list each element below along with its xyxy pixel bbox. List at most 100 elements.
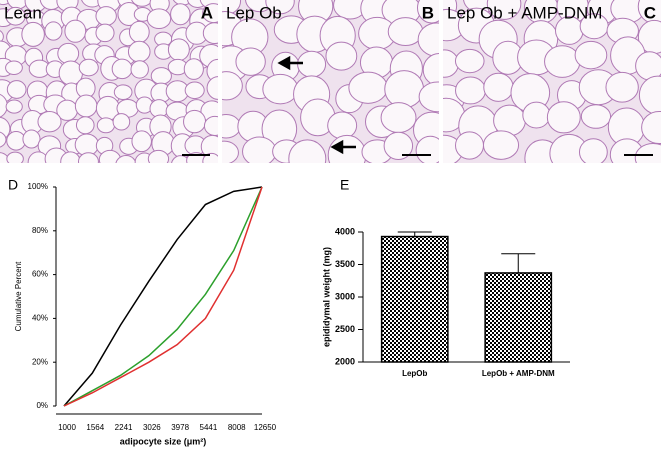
adipocyte xyxy=(6,151,24,163)
y-tick-label: 3000 xyxy=(335,291,355,301)
adipocyte xyxy=(422,53,439,87)
adipocyte xyxy=(222,71,243,101)
adipocyte xyxy=(128,20,150,44)
x-tick-label: 8008 xyxy=(228,423,246,432)
x-tick-label: 1564 xyxy=(86,423,104,432)
adipocyte xyxy=(183,109,207,134)
adipocyte xyxy=(387,17,424,47)
adipocyte xyxy=(60,151,81,163)
y-tick-label: 80% xyxy=(32,226,48,235)
bar xyxy=(484,272,553,363)
adipocyte xyxy=(242,136,277,163)
bar xyxy=(380,235,449,363)
y-tick-label: 40% xyxy=(32,314,48,323)
micrograph: Lep Ob B xyxy=(222,0,439,163)
adipocyte xyxy=(482,130,520,160)
adipocyte xyxy=(6,80,27,99)
panel-letter: C xyxy=(644,3,656,22)
adipocyte xyxy=(235,47,266,76)
y-tick-label: 20% xyxy=(32,357,48,366)
adipocyte xyxy=(546,101,581,134)
adipocyte xyxy=(483,72,514,102)
adipocyte xyxy=(455,76,486,105)
y-tick-label: 2000 xyxy=(335,356,355,366)
adipocyte xyxy=(5,60,23,75)
adipocyte xyxy=(486,0,522,20)
y-tick-label: 4000 xyxy=(335,226,355,236)
adipocyte xyxy=(222,140,239,163)
y-tick-label: 3500 xyxy=(335,259,355,269)
adipocyte xyxy=(127,40,151,63)
y-axis-label: Cumulative Percent xyxy=(14,261,23,332)
y-tick-label: 60% xyxy=(32,270,48,279)
adipocyte xyxy=(75,116,95,135)
panel-letter: A xyxy=(201,3,213,22)
x-tick-label: LepOb xyxy=(402,369,427,378)
panel-title: Lean xyxy=(4,3,42,22)
y-tick-label: 0% xyxy=(36,401,48,410)
adipocyte xyxy=(455,131,484,160)
adipocyte xyxy=(184,81,205,100)
adipocyte xyxy=(22,129,41,149)
adipocyte xyxy=(146,8,172,30)
adipocyte xyxy=(74,94,98,118)
adipocyte xyxy=(171,155,191,163)
adipocyte xyxy=(206,76,218,100)
x-tick-label: 12650 xyxy=(254,423,277,432)
adipocyte xyxy=(415,135,439,163)
adipocyte xyxy=(131,130,152,153)
adipocyte xyxy=(21,21,45,47)
adipocyte xyxy=(634,142,661,163)
x-axis-label: adipocyte size (μm²) xyxy=(120,436,207,446)
x-tick-label: 2241 xyxy=(115,423,133,432)
adipocyte xyxy=(202,22,218,45)
y-tick-label: 2500 xyxy=(335,324,355,334)
adipocyte xyxy=(183,58,204,80)
panel-title: Lep Ob xyxy=(226,3,282,22)
adipocyte xyxy=(578,138,608,163)
adipocyte xyxy=(454,48,485,74)
adipocyte xyxy=(522,101,551,129)
adipocyte xyxy=(5,6,26,26)
panel-title: Lep Ob + AMP-DNM xyxy=(447,3,602,22)
adipocyte xyxy=(37,111,62,133)
adipocyte xyxy=(580,104,612,129)
arrows xyxy=(277,55,356,155)
adipocyte xyxy=(64,19,87,43)
micrograph: Lean A xyxy=(0,0,218,163)
adipocyte xyxy=(348,71,388,104)
adipocyte xyxy=(111,58,133,80)
adipocyte xyxy=(325,41,358,71)
adipocyte xyxy=(131,0,153,7)
adipocyte xyxy=(147,149,170,163)
x-tick-label: 5441 xyxy=(200,423,218,432)
adipocyte xyxy=(605,71,639,103)
adipocyte xyxy=(74,133,100,157)
adipocyte xyxy=(574,40,608,70)
micrographs: Lean A Lep Ob B Lep Ob + AMP-DNM C xyxy=(0,0,661,163)
x-tick-label: LepOb + AMP-DNM xyxy=(482,369,555,378)
adipocyte xyxy=(113,84,133,101)
adipocyte xyxy=(5,99,23,114)
series-line xyxy=(63,186,263,407)
adipocyte xyxy=(0,30,4,43)
adipocyte xyxy=(383,131,414,160)
adipocyte xyxy=(77,152,99,163)
adipocyte xyxy=(0,131,7,148)
adipocyte xyxy=(417,0,439,24)
adipocyte xyxy=(327,134,367,163)
adipocyte xyxy=(262,73,299,105)
adipocyte xyxy=(167,38,190,61)
adipocyte xyxy=(95,6,117,26)
adipocyte xyxy=(380,102,417,134)
series-line xyxy=(63,186,263,407)
adipocyte xyxy=(327,111,358,140)
adipocyte xyxy=(641,110,661,145)
adipocyte xyxy=(44,21,63,41)
adipocyte xyxy=(170,3,191,26)
adipocyte xyxy=(96,117,116,134)
adipocyte xyxy=(150,67,172,85)
adipocyte xyxy=(112,113,131,131)
panel-letter: D xyxy=(8,177,18,193)
micrograph: Lep Ob + AMP-DNM C xyxy=(443,0,661,163)
